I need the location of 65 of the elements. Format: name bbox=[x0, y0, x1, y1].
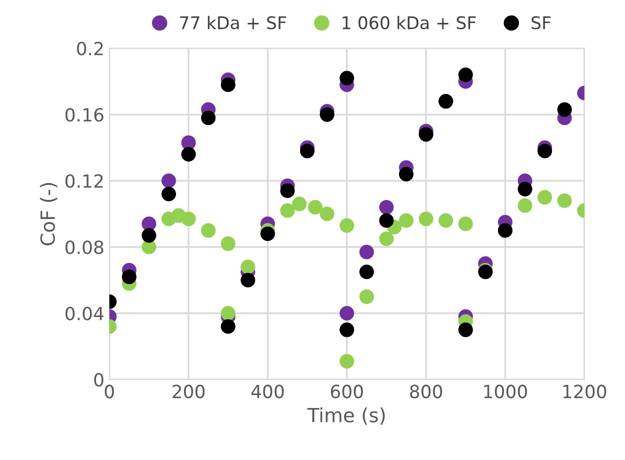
point bbox=[181, 147, 196, 162]
point bbox=[280, 203, 295, 218]
point bbox=[398, 166, 414, 182]
point bbox=[308, 200, 322, 215]
x-tick-label: 1000 bbox=[484, 384, 527, 398]
x-tick-label: 800 bbox=[410, 384, 442, 398]
point bbox=[359, 264, 374, 280]
point bbox=[220, 306, 236, 321]
point bbox=[240, 272, 256, 288]
point bbox=[418, 127, 434, 142]
point bbox=[398, 213, 414, 228]
point bbox=[458, 68, 473, 82]
point bbox=[300, 144, 315, 158]
x-axis-title: Time (s) bbox=[307, 407, 385, 425]
point bbox=[201, 223, 216, 238]
point bbox=[220, 236, 236, 251]
x-tick-label: 600 bbox=[330, 384, 363, 398]
point bbox=[359, 244, 374, 260]
point bbox=[181, 212, 196, 226]
point bbox=[538, 144, 552, 158]
point bbox=[161, 173, 176, 188]
point bbox=[220, 319, 236, 334]
point bbox=[518, 198, 532, 213]
point bbox=[557, 193, 572, 208]
legend-label: 1 060 kDa + SF bbox=[342, 16, 476, 30]
x-tick-label: 0 bbox=[104, 384, 114, 398]
point bbox=[418, 212, 434, 226]
point bbox=[320, 107, 334, 122]
y-tick-label: 0.08 bbox=[66, 240, 104, 254]
point bbox=[340, 322, 354, 338]
point bbox=[458, 322, 473, 338]
y-tick-label: 0.12 bbox=[66, 174, 103, 188]
x-tick-label: 1200 bbox=[563, 384, 606, 398]
point bbox=[379, 200, 394, 215]
x-tick-label: 400 bbox=[251, 384, 284, 398]
point bbox=[340, 70, 354, 86]
legend-label: SF bbox=[532, 16, 550, 30]
point bbox=[438, 213, 454, 228]
y-tick-label: 0.2 bbox=[76, 42, 103, 56]
x-tick-label: 200 bbox=[172, 384, 205, 398]
point bbox=[142, 228, 156, 243]
point bbox=[201, 110, 216, 126]
point bbox=[379, 213, 394, 228]
point bbox=[240, 260, 256, 274]
point bbox=[340, 306, 354, 321]
point bbox=[320, 206, 334, 222]
y-axis-title: CoF (-) bbox=[40, 183, 58, 246]
point bbox=[292, 196, 307, 212]
point bbox=[161, 186, 176, 202]
point bbox=[340, 218, 354, 233]
y-tick-label: 0 bbox=[94, 372, 104, 387]
point bbox=[122, 270, 136, 284]
legend-label: 77 kDa + SF bbox=[180, 16, 286, 30]
point bbox=[458, 216, 473, 232]
point bbox=[538, 190, 552, 205]
y-tick-label: 0.04 bbox=[66, 306, 104, 320]
point bbox=[518, 182, 532, 196]
point bbox=[220, 77, 236, 92]
point bbox=[280, 183, 295, 198]
point bbox=[359, 289, 374, 304]
y-tick-label: 0.16 bbox=[66, 108, 104, 122]
point bbox=[340, 354, 354, 369]
point bbox=[260, 226, 275, 242]
point bbox=[379, 231, 394, 246]
point bbox=[557, 102, 572, 117]
